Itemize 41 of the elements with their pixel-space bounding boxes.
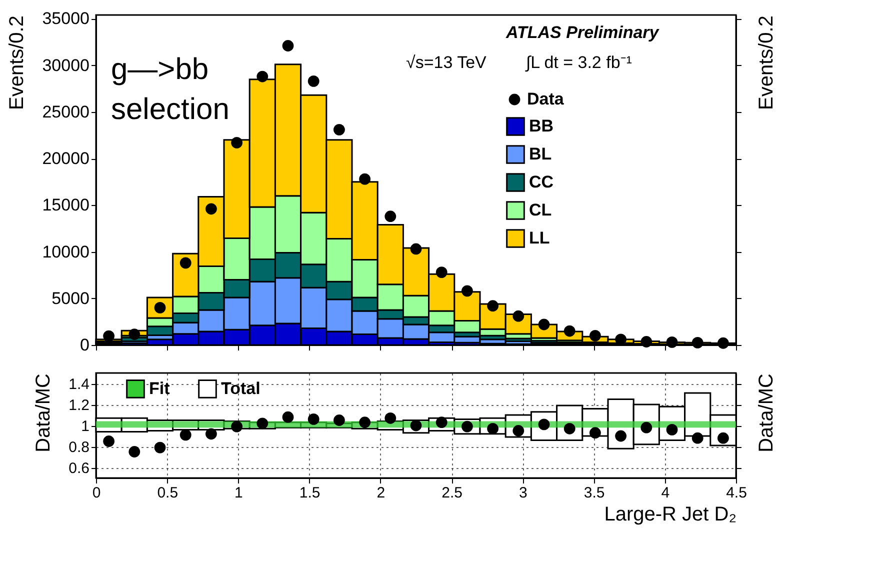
y-tick-label: 0.8: [68, 439, 90, 456]
annotation: ∫L dt = 3.2 fb⁻¹: [525, 53, 632, 72]
y-tick-label: 0.6: [68, 460, 90, 477]
y-axis-title: Data/MC: [32, 374, 55, 452]
legend-label: BL: [529, 144, 552, 164]
annotation: √s=13 TeV: [406, 53, 488, 72]
x-tick-label: 2.5: [442, 484, 462, 502]
y-tick-label: 1.4: [68, 376, 90, 393]
x-tick-label: 2: [376, 484, 386, 502]
y-tick-label: 20000: [42, 149, 90, 168]
y-tick-label: 1: [81, 418, 90, 435]
x-tick-label: 3: [518, 484, 528, 502]
y2-axis-title: Events/0.2: [756, 16, 778, 110]
legend-label: CL: [529, 200, 552, 220]
y-axis-title: Events/0.2: [6, 16, 28, 110]
y-tick-label: 0: [80, 336, 90, 354]
y-tick-label: 15000: [42, 196, 90, 215]
x-axis-title: Large-R Jet D₂: [604, 504, 736, 526]
annotation: ATLAS Preliminary: [505, 23, 660, 42]
x-tick-label: 1: [234, 484, 243, 502]
annotation: selection: [111, 93, 230, 126]
x-tick-label: 0: [92, 484, 101, 502]
legend-label: Fit: [149, 378, 170, 398]
legend-label: BB: [529, 116, 554, 136]
legend-label: LL: [529, 228, 550, 248]
y-tick-label: 10000: [42, 242, 90, 262]
legend-label: CC: [529, 172, 554, 192]
y2-axis-title: Data/MC: [756, 374, 778, 452]
x-tick-label: 3.5: [584, 484, 605, 502]
y-tick-label: 25000: [42, 102, 90, 122]
annotation: g—>bb: [111, 53, 209, 86]
y-tick-label: 30000: [42, 56, 90, 75]
x-tick-label: 4.5: [726, 484, 747, 502]
legend-label: Data: [527, 90, 564, 108]
y-tick-label: 5000: [52, 288, 90, 308]
x-tick-label: 1.5: [299, 484, 320, 502]
x-tick-label: 0.5: [157, 484, 178, 502]
x-tick-label: 4: [661, 484, 670, 502]
y-tick-label: 1.2: [68, 397, 90, 414]
legend-label: Total: [221, 378, 260, 398]
y-tick-label: 35000: [42, 9, 90, 28]
